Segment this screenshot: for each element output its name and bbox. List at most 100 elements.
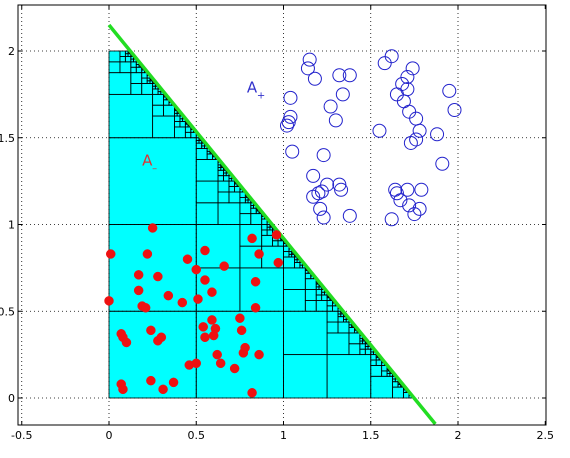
data-point-open: [313, 201, 328, 216]
data-point-filled: [133, 270, 144, 280]
y-tick-label: 1.5: [0, 132, 15, 145]
y-tick-label: 0: [8, 392, 15, 405]
data-point-filled: [235, 313, 245, 323]
x-tick-label: 1: [280, 429, 287, 442]
data-point-open: [400, 70, 415, 85]
data-point-filled: [104, 296, 114, 306]
data-point-filled: [191, 358, 201, 369]
data-point-open: [412, 123, 427, 138]
data-point-open: [407, 207, 422, 222]
data-point-open: [300, 61, 315, 76]
data-point-filled: [207, 287, 217, 297]
data-point-open: [285, 144, 300, 159]
region-label-subscript: +: [257, 91, 265, 102]
x-tick-label: 0: [106, 429, 113, 442]
data-point-open: [283, 90, 298, 105]
data-point-open: [283, 109, 298, 124]
data-point-open: [400, 182, 415, 197]
data-point-filled: [229, 363, 240, 374]
data-point-open: [323, 99, 338, 114]
data-point-filled: [215, 358, 226, 369]
x-tick-label: 2: [455, 429, 462, 442]
data-point-filled: [163, 290, 174, 301]
x-tick-label: 1.5: [362, 429, 380, 442]
data-point-filled: [273, 257, 284, 268]
region-label-subscript: –: [152, 164, 157, 175]
data-point-open: [435, 156, 450, 171]
data-point-open: [332, 68, 347, 83]
data-point-filled: [158, 384, 168, 395]
data-point-filled: [146, 375, 156, 386]
data-point-filled: [140, 303, 151, 313]
data-point-filled: [105, 249, 116, 259]
data-point-open: [320, 177, 335, 192]
data-point-open: [314, 184, 329, 199]
data-point-filled: [247, 233, 257, 244]
data-point-open: [405, 61, 420, 76]
y-tick-label: 0.5: [0, 305, 15, 318]
data-point-filled: [121, 337, 132, 348]
data-point-open: [409, 132, 424, 147]
data-point-filled: [168, 377, 179, 388]
data-point-open: [307, 71, 322, 86]
data-point-filled: [207, 315, 217, 325]
data-point-open: [393, 193, 408, 208]
data-point-open: [372, 123, 387, 138]
grid-layer: [18, 5, 546, 425]
data-point-filled: [219, 261, 229, 271]
points-layer: [104, 49, 462, 398]
region-label: A: [247, 79, 258, 97]
data-point-open: [311, 186, 326, 201]
data-point-filled: [254, 349, 264, 360]
data-point-open: [402, 104, 417, 119]
data-point-open: [334, 182, 349, 197]
data-point-open: [335, 87, 350, 102]
boundary-layer: [107, 23, 437, 425]
data-point-open: [384, 212, 399, 227]
data-point-filled: [182, 254, 193, 264]
data-point-open: [279, 118, 294, 133]
data-point-filled: [271, 230, 282, 240]
data-point-filled: [210, 323, 221, 334]
axis-layer: -0.5 0 0.5 1 1.5 2 2.5 0 0.5 1 1.5 2: [0, 5, 554, 442]
data-point-open: [302, 52, 317, 67]
data-point-filled: [250, 303, 261, 313]
data-point-filled: [147, 223, 158, 233]
data-point-open: [316, 210, 331, 225]
data-point-open: [384, 49, 399, 64]
data-point-filled: [254, 249, 264, 259]
region-label: A: [142, 152, 153, 170]
data-point-open: [412, 201, 427, 216]
x-tick-label: -0.5: [11, 429, 32, 442]
data-point-open: [332, 177, 347, 192]
data-point-filled: [142, 249, 153, 259]
data-point-filled: [153, 271, 163, 282]
data-point-open: [447, 102, 462, 117]
data-point-filled: [250, 277, 261, 287]
data-point-open: [306, 168, 321, 183]
data-point-filled: [200, 275, 210, 285]
data-point-filled: [156, 332, 167, 343]
data-point-filled: [236, 325, 247, 336]
data-point-open: [400, 82, 415, 97]
y-tick-label: 1: [8, 219, 15, 232]
boundary-line: [107, 23, 437, 425]
data-point-filled: [191, 264, 201, 275]
data-point-open: [281, 115, 296, 130]
data-point-open: [402, 198, 417, 213]
data-point-filled: [200, 245, 210, 256]
data-point-filled: [200, 332, 210, 343]
data-point-filled: [240, 342, 250, 353]
data-point-open: [395, 76, 410, 91]
data-point-filled: [247, 388, 257, 398]
plot-frame: [17, 4, 547, 426]
data-point-filled: [212, 349, 222, 360]
data-point-open: [328, 113, 343, 128]
data-point-filled: [193, 294, 203, 304]
data-point-open: [430, 127, 445, 142]
data-point-open: [414, 182, 429, 197]
data-point-open: [342, 68, 357, 83]
x-tick-label: 0.5: [188, 429, 206, 442]
data-point-filled: [146, 325, 156, 336]
data-point-open: [389, 186, 404, 201]
